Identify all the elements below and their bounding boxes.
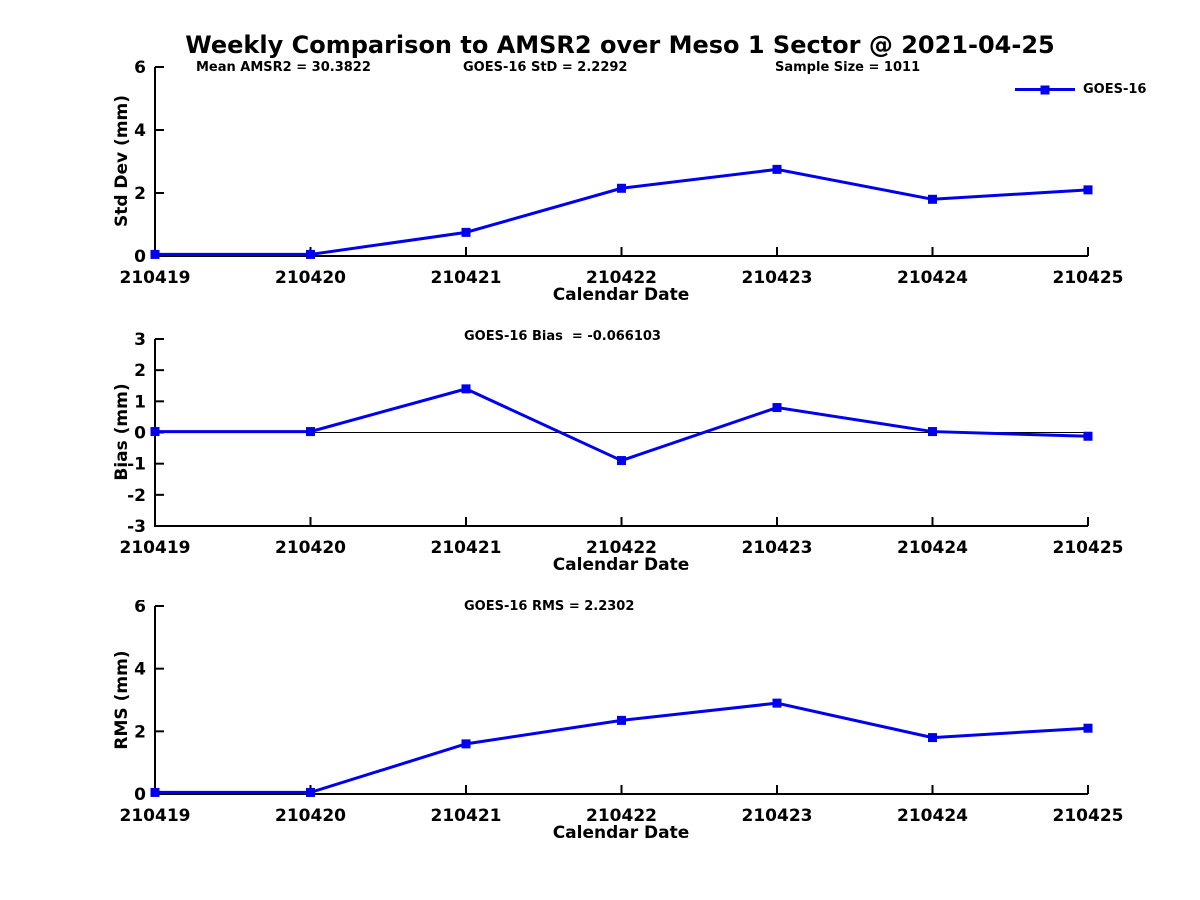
x-tick-label: 210424 [897, 268, 968, 288]
x-tick-label: 210422 [586, 538, 657, 558]
x-tick-label: 210424 [897, 538, 968, 558]
x-tick-label: 210425 [1053, 268, 1124, 288]
data-point-marker [150, 787, 160, 797]
y-tick-label: 0 [134, 424, 146, 444]
x-tick-label: 210422 [586, 268, 657, 288]
annotation-goes16-std: GOES-16 StD = 2.2292 [463, 60, 628, 75]
x-tick-label: 210423 [742, 268, 813, 288]
x-tick-label: 210424 [897, 806, 968, 826]
x-tick-label: 210423 [742, 538, 813, 558]
data-point-marker [461, 384, 471, 394]
data-point-marker [461, 739, 471, 749]
series-line [155, 167, 1089, 256]
x-tick-label: 210419 [120, 538, 191, 558]
bias-x-axis-label: Calendar Date [552, 555, 690, 575]
axis-spine [154, 606, 1088, 795]
y-tick-label: 2 [134, 361, 146, 381]
y-tick-label: -3 [127, 517, 146, 537]
x-tick-label: 210420 [275, 806, 346, 826]
data-point-marker [928, 733, 937, 743]
y-tick-label: -2 [127, 486, 146, 506]
series-line [155, 387, 1089, 463]
y-tick-label: 2 [134, 184, 146, 204]
legend: GOES-16 [1015, 82, 1146, 97]
bias-y-axis-label: Bias (mm) [112, 383, 132, 481]
annotation-sample-size: Sample Size = 1011 [775, 60, 921, 75]
data-point-marker [1083, 431, 1093, 441]
x-tick-label: 210419 [120, 268, 191, 288]
rms-x-axis-label: Calendar Date [552, 823, 690, 843]
data-point-marker [772, 403, 782, 413]
stddev-plot: 0 2 4 6 210419 210420 210421 210422 210423 210424… [120, 58, 1124, 288]
data-point-marker [306, 427, 315, 437]
data-point-marker [1083, 723, 1093, 733]
data-point-marker [150, 427, 160, 437]
data-point-marker [928, 427, 937, 437]
data-point-marker [150, 249, 160, 259]
x-tick-label: 210419 [120, 806, 191, 826]
data-point-marker [1083, 185, 1093, 195]
legend-square-marker-icon [1040, 85, 1050, 94]
y-tick-label: 0 [134, 247, 146, 267]
data-point-marker [617, 183, 626, 193]
stddev-x-axis-label: Calendar Date [552, 285, 690, 305]
data-point-marker [306, 249, 315, 259]
y-tick-label: 6 [134, 58, 146, 78]
y-tick-label: 0 [134, 785, 146, 805]
data-point-marker [306, 787, 315, 797]
x-tick-label: 210423 [742, 806, 813, 826]
legend-line-sample [1015, 85, 1075, 94]
data-point-marker [772, 164, 782, 174]
x-tick-label: 210420 [275, 268, 346, 288]
rms-plot-title: GOES-16 RMS = 2.2302 [464, 599, 635, 614]
x-tick-label: 210425 [1053, 806, 1124, 826]
figure-title: Weekly Comparison to AMSR2 over Meso 1 S… [185, 31, 1055, 59]
x-tick-label: 210425 [1053, 538, 1124, 558]
rms-y-axis-label: RMS (mm) [112, 650, 132, 750]
y-tick-label: 3 [134, 330, 146, 350]
annotation-mean-amsr2: Mean AMSR2 = 30.3822 [196, 60, 371, 75]
stddev-y-axis-label: Std Dev (mm) [112, 94, 132, 228]
y-tick-label: 4 [134, 121, 146, 141]
axis-spine [154, 67, 1088, 257]
bias-plot-title: GOES-16 Bias = -0.066103 [464, 329, 661, 344]
y-tick-label: 6 [134, 600, 146, 617]
data-point-marker [461, 227, 471, 237]
data-point-marker [617, 456, 626, 466]
x-tick-label: 210420 [275, 538, 346, 558]
data-point-marker [928, 194, 937, 204]
x-tick-label: 210421 [431, 268, 502, 288]
data-point-marker [772, 698, 782, 708]
y-tick-label: 2 [134, 722, 146, 742]
x-tick-label: 210421 [431, 806, 502, 826]
legend-label: GOES-16 [1083, 82, 1147, 97]
y-tick-label: 1 [134, 392, 146, 412]
y-tick-label: 4 [134, 660, 146, 680]
data-point-marker [617, 715, 626, 725]
y-tick-label: -1 [127, 455, 146, 475]
x-tick-label: 210421 [431, 538, 502, 558]
x-tick-label: 210422 [586, 806, 657, 826]
rms-plot: 0 2 4 6 210419 210420 210421 210422 210423 210424… [120, 600, 1124, 826]
